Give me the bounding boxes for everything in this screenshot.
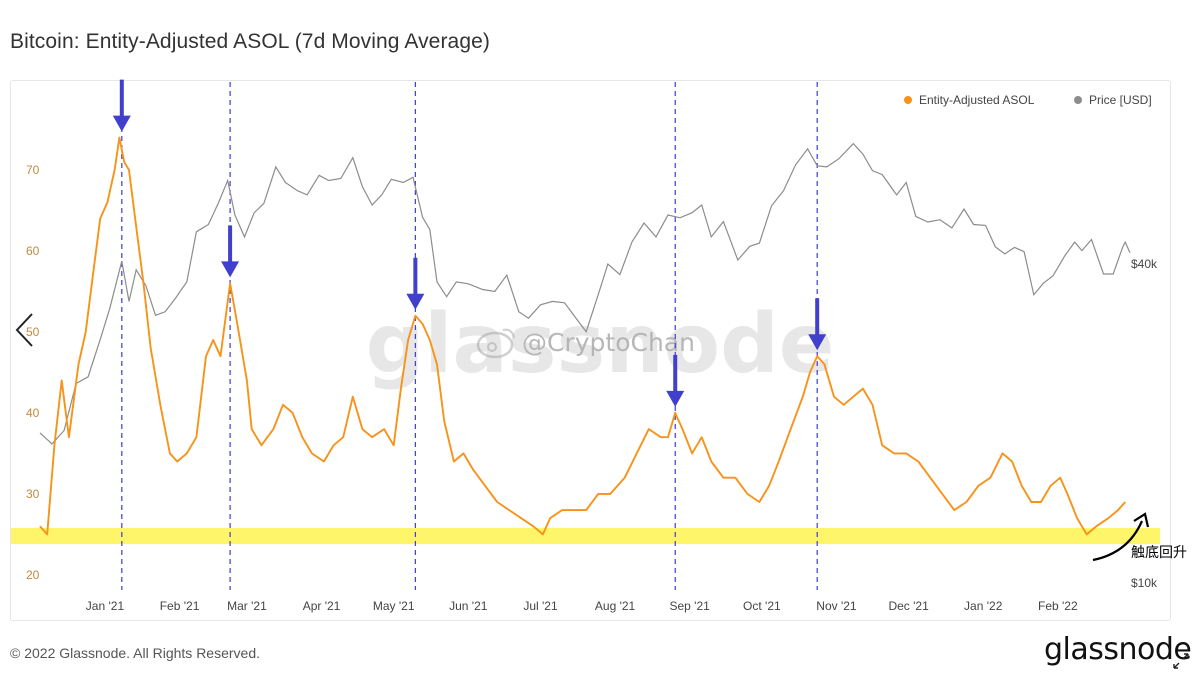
x-tick-label: Apr '21 <box>303 599 341 613</box>
x-tick-label: Mar '21 <box>227 599 267 613</box>
glassnode-logo: glassnode <box>1044 632 1192 667</box>
annotation-curve-arrow <box>1092 520 1144 562</box>
y-left-tick-label: 60 <box>26 244 40 258</box>
annotation-arrowhead <box>1133 512 1150 528</box>
x-tick-label: Jan '22 <box>964 599 1003 613</box>
x-tick-label: Jul '21 <box>523 599 558 613</box>
peak-arrow-head <box>221 261 240 278</box>
legend-label-price: Price [USD] <box>1089 93 1152 107</box>
y-right-tick-label: $40k <box>1131 257 1158 271</box>
x-tick-label: Feb '21 <box>160 599 200 613</box>
page-title: Bitcoin: Entity-Adjusted ASOL (7d Moving… <box>10 30 490 53</box>
y-left-tick-label: 70 <box>26 163 40 177</box>
peak-arrow-head <box>808 334 827 351</box>
legend-swatch-price <box>1074 96 1082 104</box>
y-left-tick-label: 50 <box>26 325 40 339</box>
peak-arrow-head <box>406 293 425 310</box>
weibo-icon <box>476 328 515 359</box>
y-left-tick-label: 30 <box>26 487 40 501</box>
x-tick-label: Aug '21 <box>595 599 636 613</box>
x-tick-label: Jan '21 <box>86 599 125 613</box>
annotation-text: 触底回升 <box>1131 545 1187 561</box>
x-tick-label: Oct '21 <box>743 599 781 613</box>
x-tick-label: Sep '21 <box>670 599 711 613</box>
watermark: glassnode <box>366 297 835 392</box>
copyright-footer: © 2022 Glassnode. All Rights Reserved. <box>10 645 261 661</box>
y-right-tick-label: $10k <box>1131 576 1158 590</box>
x-tick-label: Nov '21 <box>816 599 857 613</box>
legend: Entity-Adjusted ASOL Price [USD] <box>904 93 1152 107</box>
x-tick-label: May '21 <box>373 599 415 613</box>
peak-arrow-head <box>666 390 685 407</box>
plot-frame <box>10 80 1171 621</box>
x-tick-label: Feb '22 <box>1038 599 1078 613</box>
legend-label-asol: Entity-Adjusted ASOL <box>919 93 1035 107</box>
watermark-handle: @CryptoChan <box>522 328 695 357</box>
x-tick-label: Jun '21 <box>449 599 488 613</box>
asol-line <box>39 136 1126 536</box>
price-line <box>39 142 1131 445</box>
expand-icon[interactable] <box>1172 652 1190 670</box>
y-left-tick-label: 20 <box>26 568 40 582</box>
chevron-left-icon[interactable] <box>12 310 36 350</box>
watermark-logo: glassnode <box>366 297 835 392</box>
highlight-band <box>11 527 1160 545</box>
peak-arrow-head <box>112 115 131 132</box>
y-left-tick-label: 40 <box>26 406 40 420</box>
legend-swatch-asol <box>904 96 912 104</box>
x-tick-label: Dec '21 <box>888 599 929 613</box>
